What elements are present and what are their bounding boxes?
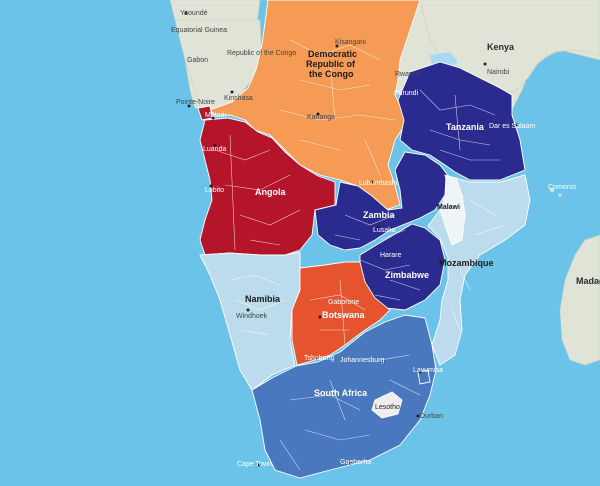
label-johannesburg: Johannesburg (340, 357, 384, 364)
label-matadi: Matadi (205, 112, 226, 119)
city-markers (184, 11, 519, 467)
label-drc-line2: Republic of (306, 59, 356, 69)
city-labels: Yaoundé Kisangani Nairobi Pointe-Noire K… (176, 10, 535, 468)
label-zimbabwe: Zimbabwe (385, 270, 429, 280)
label-lavumisa: Lavumisa (413, 367, 443, 374)
label-lubumbashi: Lubumbashi (359, 180, 398, 187)
label-kananga: Kananga (307, 114, 335, 121)
label-pointe-noire: Pointe-Noire (176, 99, 215, 106)
label-botswana: Botswana (322, 310, 366, 320)
label-angola: Angola (255, 187, 286, 197)
country-labels: Equatorial Guinea Gabon Republic of the … (171, 27, 600, 411)
label-lesotho: Lesotho (375, 404, 400, 411)
label-republic-congo: Republic of the Congo (227, 50, 296, 57)
label-namibia: Namibia (245, 294, 281, 304)
label-drc-line1: Democratic (308, 49, 357, 59)
label-gqeberha: Gqeberha (340, 459, 371, 466)
label-lusaka: Lusaka (373, 227, 396, 234)
label-cape-town: Cape Town (237, 461, 272, 468)
internal-boundaries (214, 39, 506, 471)
malawi-region[interactable] (439, 175, 466, 246)
label-zambia: Zambia (363, 210, 396, 220)
label-gabon: Gabon (187, 57, 208, 64)
label-equatorial-guinea: Equatorial Guinea (171, 27, 227, 34)
label-dar-es-salaam: Dar es Salaam (489, 123, 535, 130)
comoros-island (550, 188, 554, 192)
eswatini-region[interactable] (417, 369, 431, 385)
botswana-region[interactable] (291, 261, 391, 366)
label-yaounde: Yaoundé (180, 10, 208, 17)
namibia-region[interactable] (199, 251, 301, 391)
label-south-africa: South Africa (314, 388, 368, 398)
label-gaborone: Gaborone (328, 299, 359, 306)
label-rwanda: Rwanda (395, 71, 421, 78)
label-malawi: Malawi (437, 204, 460, 211)
label-durban: Durban (420, 413, 443, 420)
comoros-island (558, 193, 562, 197)
zambia-region[interactable] (314, 151, 451, 251)
tanzania-region[interactable] (397, 61, 526, 181)
label-madagascar: Madag (576, 276, 600, 286)
label-drc-line3: the Congo (309, 69, 354, 79)
label-tshabong: Tshabong (304, 355, 334, 362)
lesotho-region[interactable] (371, 391, 403, 419)
label-burundi: Burundi (394, 90, 419, 97)
label-comoros: Comoros (548, 184, 577, 191)
label-kisangani: Kisangani (335, 39, 366, 46)
south-africa-region[interactable] (251, 314, 437, 479)
label-harare: Harare (380, 252, 402, 259)
label-mozambique: Mozambique (439, 258, 494, 268)
label-kenya: Kenya (487, 42, 515, 52)
label-tanzania: Tanzania (446, 122, 485, 132)
label-nairobi: Nairobi (487, 69, 510, 76)
label-windhoek: Windhoek (236, 313, 268, 320)
label-lobito: Lobito (205, 187, 224, 194)
label-luanda: Luanda (203, 146, 226, 153)
madagascar (559, 234, 600, 366)
label-kinshasa: Kinshasa (224, 95, 253, 102)
